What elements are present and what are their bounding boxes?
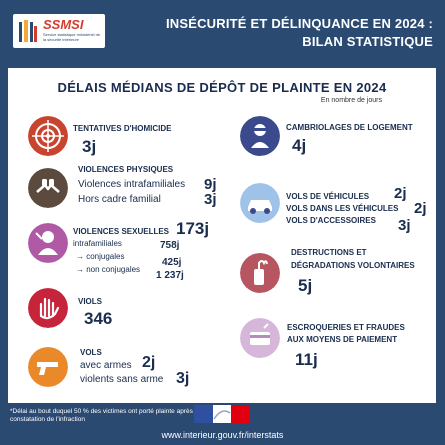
hand-icon: [28, 288, 68, 328]
header-title-line1: INSÉCURITÉ ET DÉLINQUANCE EN 2024 :: [165, 16, 433, 31]
physical-intra-label: Violences intrafamiliales: [78, 179, 186, 190]
sexual-nonconj-label: → non conjugales: [76, 265, 141, 274]
sexual-intra-label: intrafamiliales: [73, 239, 122, 248]
rape-label: VIOLS: [78, 297, 103, 306]
homicide-value: 3j: [82, 137, 97, 156]
burglar-icon: [240, 116, 280, 156]
burglary-label: CAMBRIOLAGES DE LOGEMENT: [286, 123, 413, 132]
logo-title: SSMSI: [43, 17, 84, 32]
vehicles-line3: VOLS D'ACCESSOIRES: [286, 216, 376, 225]
fraud-line1: ESCROQUERIES ET FRAUDES: [287, 323, 405, 332]
molotov-icon: [240, 253, 280, 293]
fraud-line2: AUX MOYENS DE PAIEMENT: [287, 335, 398, 344]
vehicles-value3: 3j: [398, 217, 411, 234]
sexual-conj-label: → conjugales: [76, 252, 125, 261]
website-link[interactable]: www.interieur.gouv.fr/interstats: [161, 430, 284, 440]
main-card: DÉLAIS MÉDIANS DE DÉPÔT DE PLAINTE EN 20…: [8, 68, 436, 403]
sexual-nonconj-value: 1 237j: [156, 270, 184, 281]
physical-hors-value: 3j: [204, 191, 217, 208]
car-icon: [240, 183, 280, 223]
sexual-label: VIOLENCES SEXUELLES: [73, 227, 170, 236]
burglary-value: 4j: [292, 136, 307, 155]
fraud-value: 11j: [295, 350, 318, 369]
marianne-logo-icon: [194, 405, 250, 423]
physical-intra-value: 9j: [204, 176, 217, 193]
logo-subtitle: Service statistique ministériel de la sé…: [43, 32, 101, 42]
main-subtitle: En nombre de jours: [320, 97, 382, 104]
card-icon: [240, 318, 280, 358]
header: SSMSI Service statistique ministériel de…: [0, 0, 445, 62]
main-title: DÉLAIS MÉDIANS DE DÉPÔT DE PLAINTE EN 20…: [57, 80, 387, 95]
footnote: *Délai au bout duquel 50 % des victimes …: [10, 408, 193, 423]
person-icon: [28, 223, 68, 263]
theft-armed-value: 2j: [142, 354, 156, 371]
logo-bars-icon: [19, 20, 37, 42]
vehicles-value1: 2j: [394, 185, 407, 202]
sexual-value: 173j: [176, 219, 210, 238]
homicide-label: TENTATIVES D'HOMICIDE: [73, 124, 172, 133]
destruction-line2: DÉGRADATIONS VOLONTAIRES: [291, 261, 415, 270]
header-title-line2: BILAN STATISTIQUE: [302, 34, 433, 49]
destruction-value: 5j: [298, 276, 313, 295]
theft-unarmed-value: 3j: [176, 370, 190, 387]
theft-unarmed-label: violents sans arme: [80, 374, 164, 385]
gun-icon: [28, 347, 68, 387]
vehicles-line1: VOLS DE VÉHICULES: [286, 192, 370, 201]
sexual-conj-value: 425j: [162, 257, 182, 268]
theft-armed-label: avec armes: [80, 360, 132, 371]
target-icon: [28, 116, 68, 156]
vehicles-line2: VOLS DANS LES VÉHICULES: [286, 204, 399, 213]
theft-label: VOLS: [80, 348, 102, 357]
vehicles-value2: 2j: [414, 200, 427, 217]
sexual-intra-value: 758j: [160, 240, 180, 251]
fist-icon: [28, 168, 68, 208]
physical-label: VIOLENCES PHYSIQUES: [78, 165, 174, 174]
physical-hors-label: Hors cadre familial: [78, 194, 161, 205]
ssmsi-logo: SSMSI Service statistique ministériel de…: [13, 14, 105, 48]
destruction-line1: DESTRUCTIONS ET: [291, 248, 367, 257]
rape-value: 346: [84, 309, 113, 328]
